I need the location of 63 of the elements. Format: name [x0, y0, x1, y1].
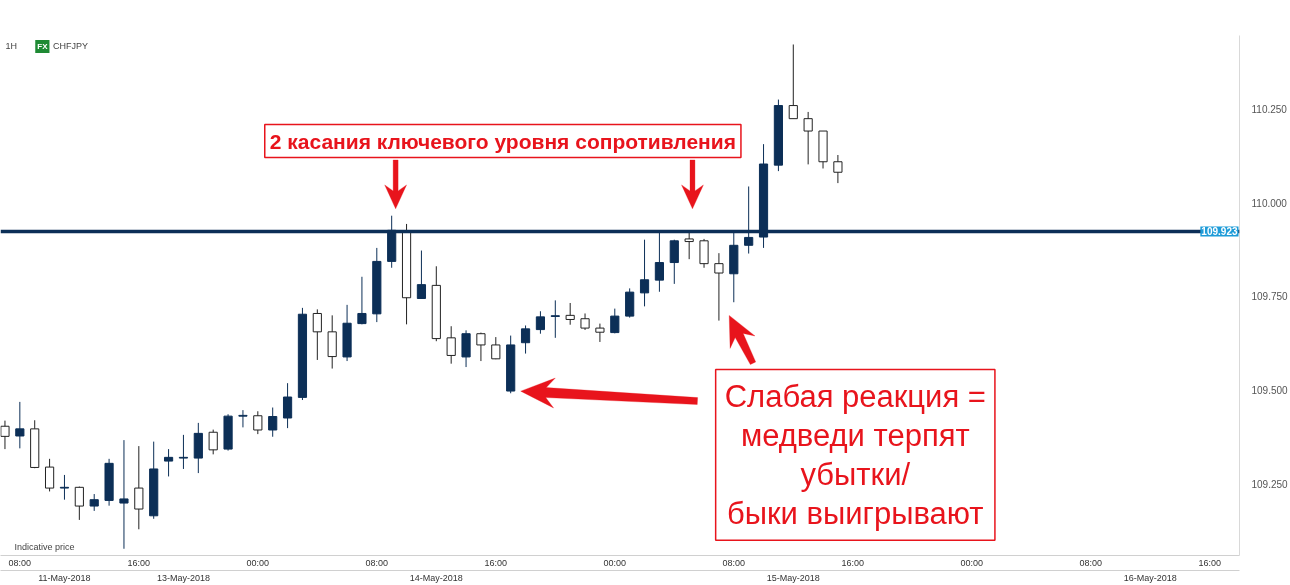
- x-tick-label: 16:00: [841, 557, 865, 568]
- candlestick: [44, 458, 55, 492]
- candlestick: [312, 308, 322, 361]
- candlestick: [59, 474, 70, 501]
- annotation: FX: [37, 41, 49, 51]
- candlestick: [208, 429, 218, 455]
- candlestick: [535, 310, 546, 335]
- candlestick: [833, 154, 843, 184]
- candlestick: [520, 324, 531, 355]
- candlestick: [282, 382, 293, 429]
- annotation: 2 касания ключевого уровня сопротивления: [269, 129, 736, 153]
- candlestick: [595, 323, 605, 343]
- candlestick: [163, 448, 174, 477]
- x-tick-label: 15-May-2018: [766, 572, 820, 583]
- x-tick-label: 08:00: [722, 557, 746, 568]
- candlestick: [119, 439, 129, 550]
- candlestick: [238, 409, 248, 428]
- x-tick-label: 16-May-2018: [1123, 572, 1177, 583]
- candlestick: [714, 252, 724, 322]
- ref-line-label: 109.923: [1201, 226, 1238, 238]
- y-tick-label: 109.500: [1251, 384, 1289, 396]
- candlestick: [788, 43, 798, 120]
- y-tick-label: 110.250: [1251, 103, 1288, 115]
- x-tick-label: 00:00: [603, 557, 627, 568]
- annotation: Indicative price: [14, 541, 75, 552]
- candlestick: [550, 299, 560, 339]
- x-tick-label: 16:00: [1198, 557, 1222, 568]
- x-tick-label: 16:00: [127, 557, 151, 568]
- candlestick: [684, 232, 694, 260]
- x-tick-label: 08:00: [1079, 557, 1103, 568]
- x-tick-label: 11-May-2018: [38, 572, 91, 583]
- candlestick: [0, 420, 10, 450]
- candlestick: [699, 238, 709, 269]
- y-tick-label: 109.750: [1251, 291, 1289, 303]
- candlestick: [610, 308, 620, 334]
- x-tick-label: 14-May-2018: [409, 572, 463, 583]
- candlestick: [461, 329, 471, 368]
- x-tick-label: 00:00: [960, 557, 984, 568]
- candlestick: [268, 407, 278, 438]
- x-tick-label: 08:00: [365, 557, 389, 568]
- candlestick: [803, 111, 813, 165]
- candlestick: [178, 434, 189, 470]
- text: 1H: [5, 41, 17, 52]
- x-tick-label: 08:00: [8, 557, 32, 568]
- candlestick: [446, 325, 456, 365]
- x-tick-label: 16:00: [484, 557, 508, 568]
- candlestick: [416, 250, 427, 299]
- y-tick-label: 110.000: [1251, 197, 1288, 209]
- text: CHFJPY: [53, 41, 89, 52]
- candlestick: [565, 302, 575, 326]
- candlestick: [74, 486, 84, 521]
- candlestick: [625, 287, 635, 319]
- candlestick: [476, 332, 486, 362]
- candlestick: [134, 445, 144, 530]
- annotation: Слабая реакция = медведи терпят убытки/ быки выигрывают: [724, 378, 986, 532]
- candlestick: [15, 401, 25, 449]
- candlestick: [253, 410, 263, 435]
- candlestick: [639, 239, 650, 307]
- candlestick: [357, 276, 367, 325]
- y-tick-label: 109.250: [1251, 478, 1289, 490]
- x-tick-label: 00:00: [246, 557, 270, 568]
- candlestick: [669, 239, 679, 285]
- x-tick-label: 13-May-2018: [156, 572, 210, 583]
